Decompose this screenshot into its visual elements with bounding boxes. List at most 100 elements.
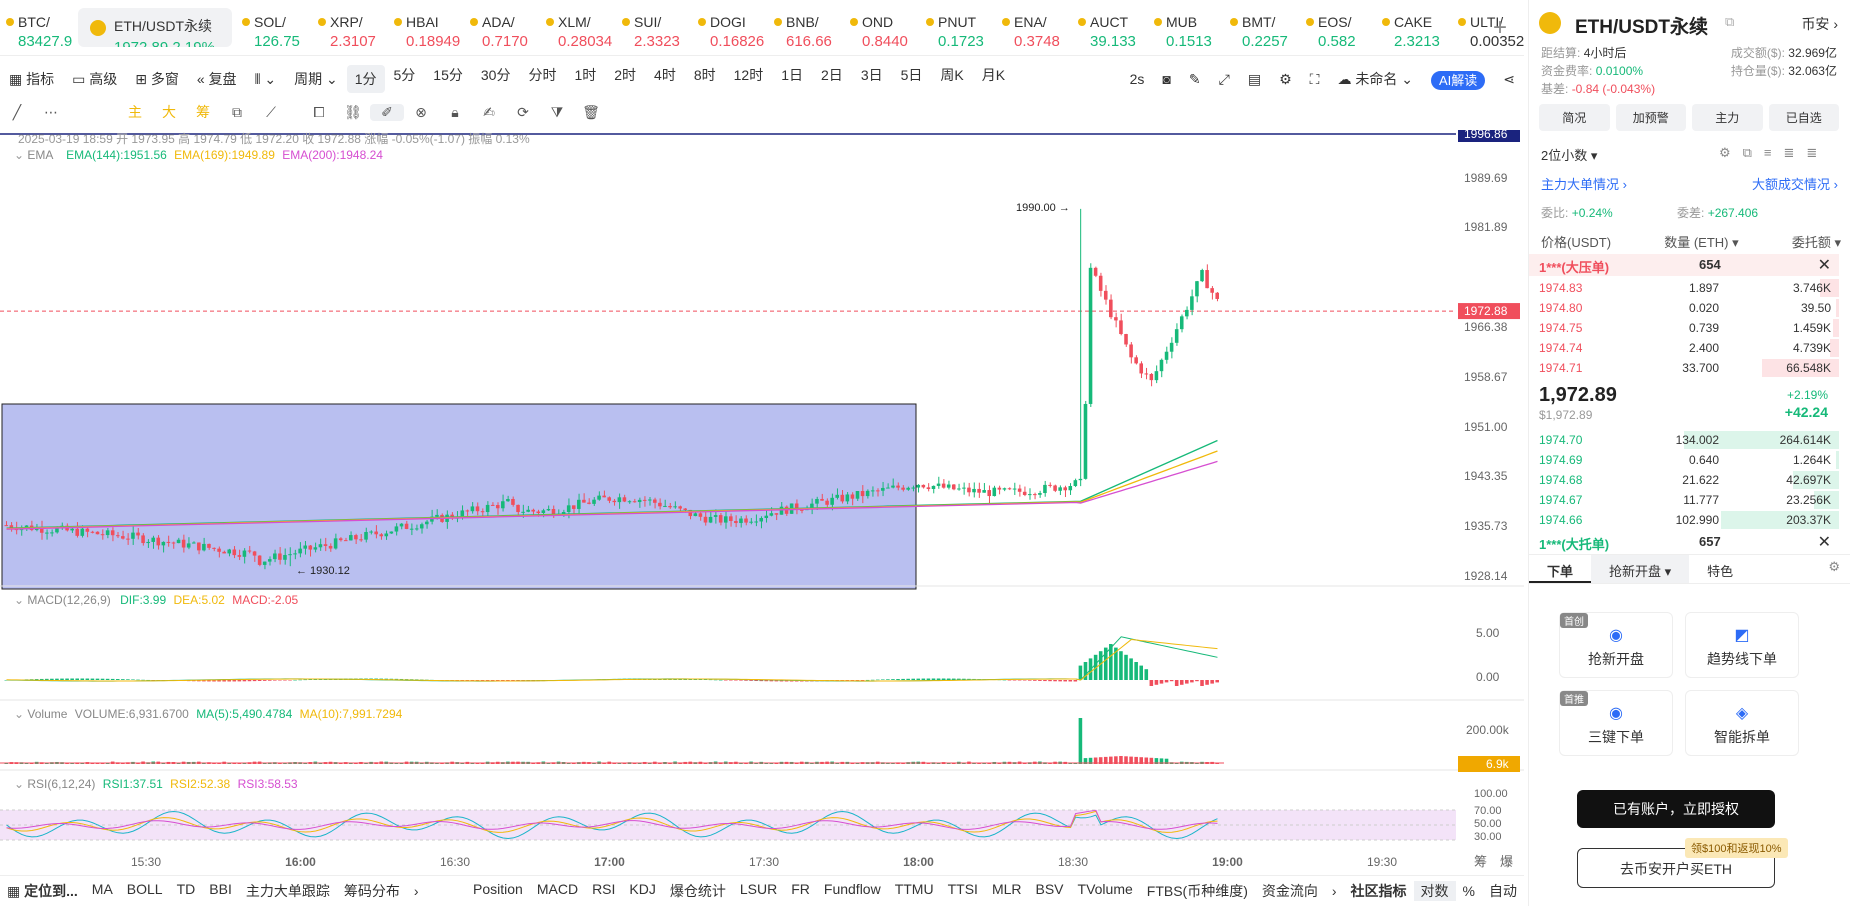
ticker-item[interactable]: ULTI/0.00352 (1452, 0, 1528, 55)
main-indicator-item[interactable]: BOLL (126, 880, 163, 897)
magnet-icon[interactable]: ⧉ (232, 103, 242, 120)
big-tool-icon[interactable]: 大 (162, 104, 176, 120)
camera-icon[interactable]: ◙ (1162, 71, 1171, 87)
info-tab[interactable]: 已自选 (1768, 104, 1839, 131)
sub-indicator-item[interactable]: Position (473, 880, 523, 897)
interval-option[interactable]: 周K (940, 67, 964, 83)
orderbook-row[interactable]: 1974.70 134.002 264.614K (1529, 430, 1839, 450)
more-icon[interactable]: ⋯ (44, 103, 58, 120)
axis-corner-button[interactable]: 爆 (1500, 854, 1513, 869)
orderbook-row[interactable]: 1974.67 11.777 23.256K (1529, 490, 1839, 510)
interval-option[interactable]: 15分 (433, 67, 463, 83)
main-indicator-item[interactable]: 主力大单跟踪 (245, 882, 330, 899)
sub-indicator-item[interactable]: BSV (1035, 880, 1064, 897)
interval-option[interactable]: 分时 (528, 67, 557, 83)
interval-option[interactable]: 5分 (393, 67, 416, 83)
ticker-item[interactable]: EOS/0.582 (1300, 0, 1376, 55)
sub-indicator-item[interactable]: FTBS(币种维度) (1146, 882, 1248, 899)
authorize-button[interactable]: 已有账户，立即授权 (1577, 790, 1775, 828)
fullscreen-icon[interactable]: ⛶ (1309, 70, 1320, 87)
share-icon[interactable]: ⋖ (1503, 70, 1515, 87)
sub-indicator-item[interactable]: TVolume (1077, 880, 1133, 897)
magic-icon[interactable]: ⟳ (517, 103, 529, 120)
interval-option[interactable]: 5日 (900, 67, 923, 83)
ticker-item[interactable]: DOGI 0.16826 (692, 0, 768, 55)
info-tab[interactable]: 简况 (1539, 104, 1610, 131)
main-indicator-item[interactable]: MA (91, 880, 113, 897)
interval-option[interactable]: 月K (981, 67, 1006, 83)
feature-three-key[interactable]: 首推 ◉ 三键下单 (1559, 690, 1673, 756)
qty-dropdown[interactable]: 数量 (ETH) ▾ (1664, 235, 1739, 250)
ticker-item[interactable]: PNUT 0.1723 (920, 0, 996, 55)
lock-icon[interactable]: 🔒︎ (451, 103, 459, 120)
ticker-item[interactable]: AUCT 39.133 (1072, 0, 1148, 55)
main-indicator-item[interactable]: TD (176, 880, 196, 897)
interval-option[interactable]: 8时 (693, 67, 716, 83)
gear-icon[interactable]: ⚙ (1279, 70, 1292, 87)
decimal-dropdown[interactable]: 2位小数 ▾ (1541, 148, 1598, 163)
bigorders-link[interactable]: 主力大单情况 › (1541, 177, 1627, 192)
multi-window-button[interactable]: ⊞ 多窗 (135, 71, 179, 87)
info-tab[interactable]: 主力 (1692, 104, 1763, 131)
orderbook-row[interactable]: 1974.80 0.020 39.50 (1529, 298, 1839, 318)
layout-dropdown[interactable]: ☁ 未命名 ⌄ (1337, 71, 1413, 87)
orderbook-row[interactable]: 1974.69 0.640 1.264K (1529, 450, 1839, 470)
add-ticker-button[interactable]: + (1492, 14, 1507, 41)
ticker-item[interactable]: XRP/2.3107 (312, 0, 388, 55)
ticker-item[interactable]: ADA/0.7170 (464, 0, 540, 55)
info-tab[interactable]: 加预警 (1615, 104, 1686, 131)
auto-toggle[interactable]: 自动 (1489, 882, 1517, 899)
settings-icon[interactable]: ⚙ (1828, 559, 1840, 574)
main-indicator-item[interactable]: 筹码分布 (343, 882, 400, 899)
big-ask-row[interactable]: 1***(大压单) 654 ✕ (1529, 254, 1839, 276)
copy-icon-right[interactable]: ⧉ (1725, 14, 1735, 29)
ticker-item[interactable]: MUB 0.1513 (1148, 0, 1224, 55)
order-tab[interactable]: 下单 (1529, 555, 1592, 583)
sub-indicator-item[interactable]: MACD (536, 880, 579, 897)
close-icon[interactable]: ✕ (1817, 257, 1831, 274)
sub-indicator-item[interactable]: LSUR (739, 880, 778, 897)
chart-type-button[interactable]: ⫴ ⌄ (254, 70, 277, 87)
orderbook-row[interactable]: 1974.66 102.990 203.37K (1529, 510, 1839, 530)
locate-button[interactable]: ▦ 定位到... (7, 882, 78, 899)
edit-icon[interactable]: ✍ (483, 103, 495, 120)
interval-option[interactable]: 30分 (480, 67, 511, 83)
sub-indicator-item[interactable]: KDJ (629, 880, 656, 897)
main-indicator-item[interactable]: BBI (209, 880, 232, 897)
ticker-item[interactable]: BMT/0.2257 (1224, 0, 1300, 55)
orderbook-view-icons[interactable]: ⚙⧉≡≣≣ (1719, 145, 1830, 160)
ticker-item[interactable]: XLM/0.28034 (540, 0, 616, 55)
chart-canvas[interactable]: 1990.00 → ← 1930.12 1996.86 1989.69 1981.89 1… (0, 130, 1524, 869)
amt-dropdown[interactable]: 委托额 ▾ (1791, 235, 1841, 250)
advanced-button[interactable]: ▭ 高级 (72, 71, 118, 87)
interval-option[interactable]: 2日 (821, 67, 843, 83)
ticker-item[interactable]: SUI/2.3323 (616, 0, 692, 55)
trash-icon[interactable]: 🗑︎ (582, 103, 600, 120)
bigtrades-link[interactable]: 大额成交情况 › (1752, 177, 1838, 192)
orderbook-row[interactable]: 1974.74 2.400 4.739K (1529, 338, 1839, 358)
pen-icon[interactable]: ✎ (1188, 70, 1201, 87)
community-button[interactable]: 社区指标 (1344, 881, 1414, 901)
ticker-item[interactable]: ETH/USDT永续 1972.89 2.19% (78, 8, 232, 47)
ticker-item[interactable]: BTC/83427.9 (0, 0, 76, 55)
sub-indicator-item[interactable]: TTMU (894, 880, 934, 897)
order-tab[interactable]: 特色 (1689, 555, 1751, 583)
main-tool-icon[interactable]: 主 (128, 104, 142, 120)
brush-icon[interactable]: ✐ (370, 103, 404, 121)
interval-option[interactable]: 4时 (654, 67, 676, 83)
feature-smart-split[interactable]: ◈ 智能拆单 (1685, 690, 1799, 756)
sub-indicator-item[interactable]: TTSI (947, 880, 978, 897)
feature-trendline[interactable]: ◩ 趋势线下单 (1685, 612, 1799, 678)
order-tab[interactable]: 抢新开盘 ▾ (1591, 555, 1690, 583)
exchange-dropdown[interactable]: 币安 › (1801, 16, 1838, 32)
refresh-rate[interactable]: 2s (1129, 71, 1145, 87)
ticker-item[interactable]: HBAI 0.18949 (388, 0, 464, 55)
sub-indicator-item[interactable]: MLR (991, 880, 1022, 897)
axis-corner-button[interactable]: 筹 (1474, 854, 1487, 869)
line-tool-icon[interactable]: ╱ (12, 103, 22, 120)
big-bid-row[interactable]: 1***(大托单) 657 ✕ (1529, 532, 1839, 552)
sub-indicator-item[interactable]: Fundflow (823, 880, 881, 897)
resize-icon[interactable]: ⤢ (1218, 70, 1230, 87)
copy-icon[interactable]: ⧠ (313, 103, 325, 120)
interval-option[interactable]: 12时 (733, 67, 764, 83)
